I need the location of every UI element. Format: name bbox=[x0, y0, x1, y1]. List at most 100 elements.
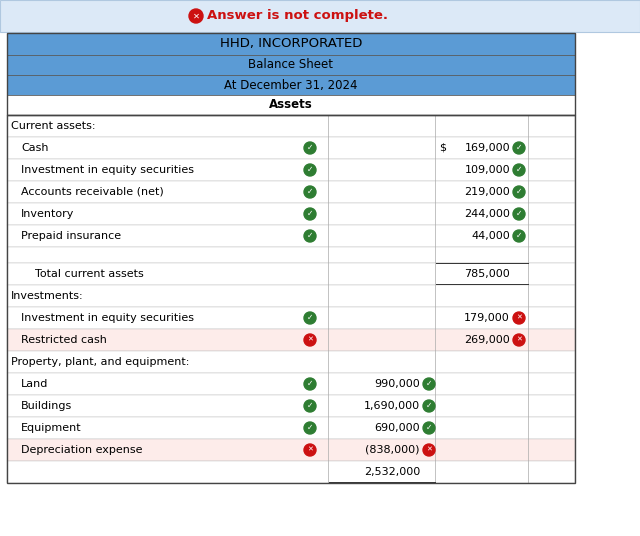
Bar bbox=[7, 55, 575, 75]
Text: 44,000: 44,000 bbox=[471, 231, 510, 241]
Text: Inventory: Inventory bbox=[21, 209, 74, 219]
Circle shape bbox=[304, 208, 316, 220]
Circle shape bbox=[304, 444, 316, 456]
Bar bbox=[7, 225, 575, 247]
Text: ✓: ✓ bbox=[516, 231, 522, 240]
Text: ✕: ✕ bbox=[307, 446, 313, 453]
Circle shape bbox=[304, 186, 316, 198]
Text: Total current assets: Total current assets bbox=[21, 269, 144, 279]
Circle shape bbox=[513, 186, 525, 198]
Bar bbox=[7, 351, 575, 373]
Text: ✕: ✕ bbox=[516, 337, 522, 343]
Circle shape bbox=[423, 400, 435, 412]
Text: 690,000: 690,000 bbox=[374, 423, 420, 433]
Text: 269,000: 269,000 bbox=[464, 335, 510, 345]
Text: ✓: ✓ bbox=[516, 165, 522, 174]
Text: 990,000: 990,000 bbox=[374, 379, 420, 389]
Text: Investments:: Investments: bbox=[11, 291, 84, 301]
Text: Equipment: Equipment bbox=[21, 423, 82, 433]
Bar bbox=[7, 115, 575, 137]
Text: $: $ bbox=[439, 143, 446, 153]
Circle shape bbox=[513, 334, 525, 346]
Text: Property, plant, and equipment:: Property, plant, and equipment: bbox=[11, 357, 189, 367]
Text: ✓: ✓ bbox=[426, 379, 432, 388]
Bar bbox=[7, 395, 575, 417]
Text: Current assets:: Current assets: bbox=[11, 121, 95, 131]
Circle shape bbox=[304, 400, 316, 412]
Text: 2,532,000: 2,532,000 bbox=[364, 467, 420, 477]
Text: ✕: ✕ bbox=[516, 315, 522, 321]
Bar bbox=[7, 203, 575, 225]
Text: ✓: ✓ bbox=[516, 187, 522, 196]
Text: Balance Sheet: Balance Sheet bbox=[248, 58, 333, 71]
Text: 179,000: 179,000 bbox=[464, 313, 510, 323]
Circle shape bbox=[189, 9, 203, 23]
Bar bbox=[7, 95, 575, 115]
Bar bbox=[7, 247, 575, 263]
Text: ✓: ✓ bbox=[307, 423, 313, 432]
Text: ✕: ✕ bbox=[307, 337, 313, 343]
Text: ✓: ✓ bbox=[426, 423, 432, 432]
Text: 219,000: 219,000 bbox=[464, 187, 510, 197]
Circle shape bbox=[304, 378, 316, 390]
Text: ✓: ✓ bbox=[516, 143, 522, 152]
Text: Cash: Cash bbox=[21, 143, 49, 153]
Text: Land: Land bbox=[21, 379, 49, 389]
Bar bbox=[0, 0, 640, 32]
Text: Prepaid insurance: Prepaid insurance bbox=[21, 231, 121, 241]
Text: ✓: ✓ bbox=[307, 313, 313, 322]
Circle shape bbox=[513, 312, 525, 324]
Text: ✓: ✓ bbox=[307, 165, 313, 174]
Text: 1,690,000: 1,690,000 bbox=[364, 401, 420, 411]
Circle shape bbox=[304, 230, 316, 242]
Text: (838,000): (838,000) bbox=[365, 445, 420, 455]
Text: ✓: ✓ bbox=[426, 401, 432, 410]
Circle shape bbox=[304, 312, 316, 324]
Text: Investment in equity securities: Investment in equity securities bbox=[21, 165, 194, 175]
Text: ✓: ✓ bbox=[307, 143, 313, 152]
Circle shape bbox=[513, 164, 525, 176]
Circle shape bbox=[304, 142, 316, 154]
Bar bbox=[7, 307, 575, 329]
Circle shape bbox=[304, 334, 316, 346]
Text: ✕: ✕ bbox=[193, 11, 200, 20]
Circle shape bbox=[423, 422, 435, 434]
Text: 109,000: 109,000 bbox=[465, 165, 510, 175]
Bar bbox=[7, 159, 575, 181]
Text: Buildings: Buildings bbox=[21, 401, 72, 411]
Bar bbox=[7, 181, 575, 203]
Text: ✓: ✓ bbox=[307, 379, 313, 388]
Text: HHD, INCORPORATED: HHD, INCORPORATED bbox=[220, 38, 362, 50]
Bar bbox=[7, 373, 575, 395]
Text: Answer is not complete.: Answer is not complete. bbox=[207, 10, 388, 23]
Circle shape bbox=[513, 208, 525, 220]
Text: ✓: ✓ bbox=[307, 209, 313, 218]
Text: 244,000: 244,000 bbox=[464, 209, 510, 219]
Text: At December 31, 2024: At December 31, 2024 bbox=[224, 78, 358, 92]
Circle shape bbox=[423, 444, 435, 456]
Text: ✓: ✓ bbox=[307, 231, 313, 240]
Text: Investment in equity securities: Investment in equity securities bbox=[21, 313, 194, 323]
Bar bbox=[7, 75, 575, 95]
Circle shape bbox=[513, 142, 525, 154]
Text: Restricted cash: Restricted cash bbox=[21, 335, 107, 345]
Circle shape bbox=[423, 378, 435, 390]
Bar bbox=[7, 137, 575, 159]
Text: Assets: Assets bbox=[269, 99, 313, 111]
Text: ✓: ✓ bbox=[307, 187, 313, 196]
Text: Depreciation expense: Depreciation expense bbox=[21, 445, 143, 455]
Bar bbox=[7, 461, 575, 483]
Bar bbox=[7, 285, 575, 307]
Text: 169,000: 169,000 bbox=[465, 143, 510, 153]
Bar bbox=[7, 439, 575, 461]
Bar bbox=[7, 33, 575, 115]
Circle shape bbox=[304, 422, 316, 434]
Bar bbox=[7, 329, 575, 351]
Bar bbox=[7, 263, 575, 285]
Bar bbox=[7, 33, 575, 55]
Circle shape bbox=[513, 230, 525, 242]
Bar bbox=[7, 115, 575, 483]
Text: ✓: ✓ bbox=[307, 401, 313, 410]
Text: 785,000: 785,000 bbox=[464, 269, 510, 279]
Text: Accounts receivable (net): Accounts receivable (net) bbox=[21, 187, 164, 197]
